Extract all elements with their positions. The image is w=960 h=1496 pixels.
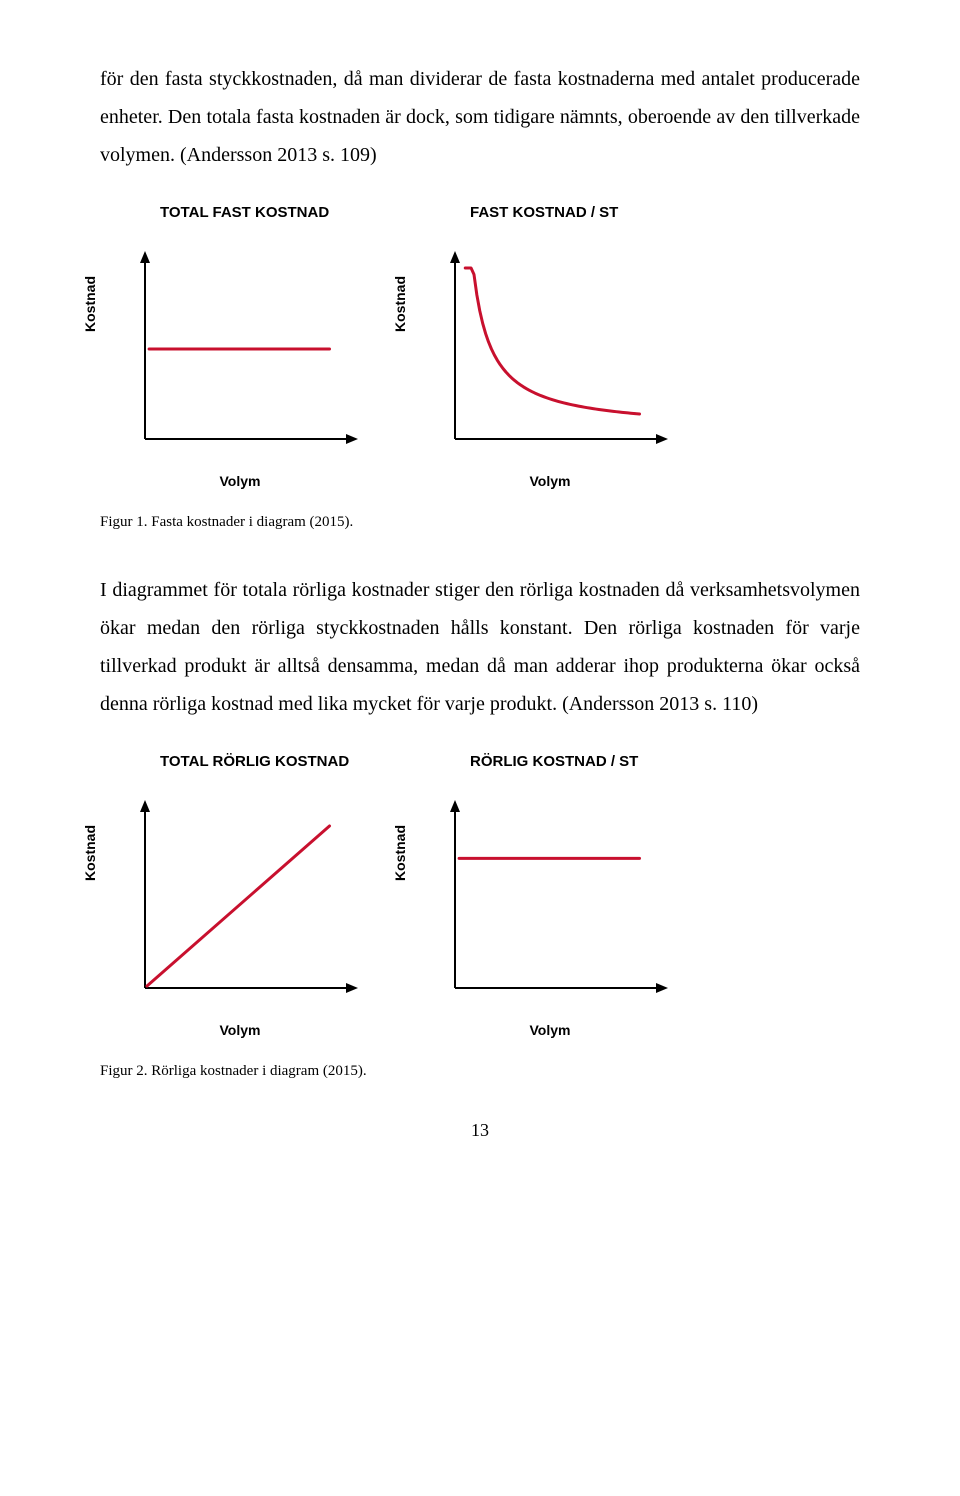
chart-title: TOTAL RÖRLIG KOSTNAD: [160, 753, 349, 770]
chart-rorlig-kostnad-st: RÖRLIG KOSTNAD / ST Kostnad Volym: [410, 753, 690, 1033]
chart-title: TOTAL FAST KOSTNAD: [160, 204, 329, 221]
paragraph-1: för den fasta styckkostnaden, då man div…: [100, 60, 860, 174]
chart-total-fast-kostnad: TOTAL FAST KOSTNAD Kostnad Volym: [100, 204, 380, 484]
page: för den fasta styckkostnaden, då man div…: [0, 0, 960, 1181]
y-axis-label: Kostnad: [392, 825, 408, 881]
figure-2-caption: Figur 2. Rörliga kostnader i diagram (20…: [100, 1063, 860, 1080]
y-axis-label: Kostnad: [82, 825, 98, 881]
figure-2-row: TOTAL RÖRLIG KOSTNAD Kostnad Volym RÖRLI…: [100, 753, 860, 1033]
page-number: 13: [100, 1120, 860, 1141]
chart-svg: [135, 244, 365, 454]
chart-title: RÖRLIG KOSTNAD / ST: [470, 753, 638, 770]
y-axis-label: Kostnad: [392, 276, 408, 332]
x-axis-label: Volym: [530, 473, 571, 489]
figure-1-caption: Figur 1. Fasta kostnader i diagram (2015…: [100, 514, 860, 531]
chart-svg: [445, 793, 675, 1003]
paragraph-2: I diagrammet för totala rörliga kostnade…: [100, 571, 860, 723]
chart-fast-kostnad-st: FAST KOSTNAD / ST Kostnad Volym: [410, 204, 690, 484]
figure-1-row: TOTAL FAST KOSTNAD Kostnad Volym FAST KO…: [100, 204, 860, 484]
chart-svg: [135, 793, 365, 1003]
x-axis-label: Volym: [220, 1022, 261, 1038]
chart-svg: [445, 244, 675, 454]
y-axis-label: Kostnad: [82, 276, 98, 332]
x-axis-label: Volym: [220, 473, 261, 489]
chart-title: FAST KOSTNAD / ST: [470, 204, 618, 221]
x-axis-label: Volym: [530, 1022, 571, 1038]
chart-total-rorlig-kostnad: TOTAL RÖRLIG KOSTNAD Kostnad Volym: [100, 753, 380, 1033]
